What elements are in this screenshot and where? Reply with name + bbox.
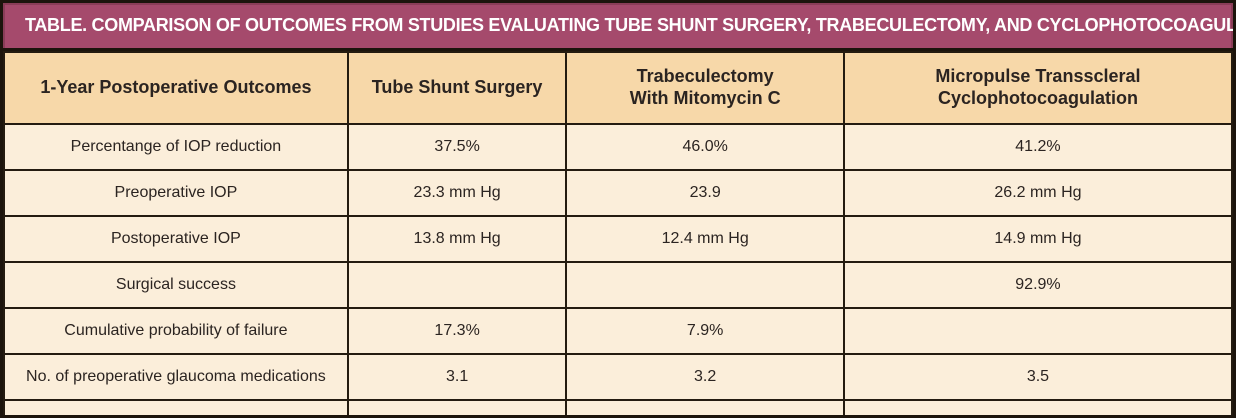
cell-value: 3.2 bbox=[565, 353, 845, 401]
cell-value: 23.3 mm Hg bbox=[346, 169, 568, 217]
table-row: Cumulative probability of failure 17.3% 7.… bbox=[3, 307, 1233, 355]
cell-value: 92.9% bbox=[842, 261, 1233, 309]
cell-value: 1.8 bbox=[842, 399, 1233, 415]
row-label: Preoperative IOP bbox=[3, 169, 349, 217]
cell-value bbox=[346, 261, 568, 309]
row-label: No. of preoperative glaucoma medications bbox=[3, 353, 349, 401]
outcomes-table: 1-Year Postoperative Outcomes Tube Shunt … bbox=[3, 51, 1233, 415]
cell-value: 13.8 mm Hg bbox=[346, 215, 568, 263]
cell-value: 7.9% bbox=[565, 307, 845, 355]
table-row: Preoperative IOP 23.3 mm Hg 23.9 26.2 mm Hg bbox=[3, 169, 1233, 217]
table-row: Surgical success 92.9% bbox=[3, 261, 1233, 309]
cell-value: 14.9 mm Hg bbox=[842, 215, 1233, 263]
table-title: TABLE. COMPARISON OF OUTCOMES FROM STUDI… bbox=[25, 15, 1236, 36]
cell-value: 2.1 bbox=[346, 399, 568, 415]
column-header: 1-Year Postoperative Outcomes bbox=[3, 51, 349, 125]
cell-value bbox=[565, 261, 845, 309]
row-label: No. of postoperative glaucoma medication… bbox=[3, 399, 349, 415]
row-label: Surgical success bbox=[3, 261, 349, 309]
column-header: Tube Shunt Surgery bbox=[346, 51, 568, 125]
cell-value: 0.9 bbox=[565, 399, 845, 415]
column-header: Micropulse Transscleral Cyclophotocoagul… bbox=[842, 51, 1233, 125]
cell-value: 12.4 mm Hg bbox=[565, 215, 845, 263]
row-label: Postoperative IOP bbox=[3, 215, 349, 263]
cell-value: 26.2 mm Hg bbox=[842, 169, 1233, 217]
title-bar: TABLE. COMPARISON OF OUTCOMES FROM STUDI… bbox=[3, 3, 1233, 51]
cell-value: 37.5% bbox=[346, 123, 568, 171]
row-label: Percentange of IOP reduction bbox=[3, 123, 349, 171]
row-label: Cumulative probability of failure bbox=[3, 307, 349, 355]
cell-value: 3.1 bbox=[346, 353, 568, 401]
table-row: No. of preoperative glaucoma medications… bbox=[3, 353, 1233, 401]
table-title-text: TABLE. COMPARISON OF OUTCOMES FROM STUDI… bbox=[25, 15, 1236, 35]
table-row: Percentange of IOP reduction 37.5% 46.0% 41… bbox=[3, 123, 1233, 171]
header-row: 1-Year Postoperative Outcomes Tube Shunt … bbox=[3, 51, 1233, 125]
cell-value: 41.2% bbox=[842, 123, 1233, 171]
cell-value bbox=[842, 307, 1233, 355]
cell-value: 3.5 bbox=[842, 353, 1233, 401]
cell-value: 46.0% bbox=[565, 123, 845, 171]
cell-value: 17.3% bbox=[346, 307, 568, 355]
column-header: Trabeculectomy With Mitomycin C bbox=[565, 51, 845, 125]
table-row: Postoperative IOP 13.8 mm Hg 12.4 mm Hg 14.… bbox=[3, 215, 1233, 263]
cell-value: 23.9 bbox=[565, 169, 845, 217]
table-row: No. of postoperative glaucoma medication… bbox=[3, 399, 1233, 415]
